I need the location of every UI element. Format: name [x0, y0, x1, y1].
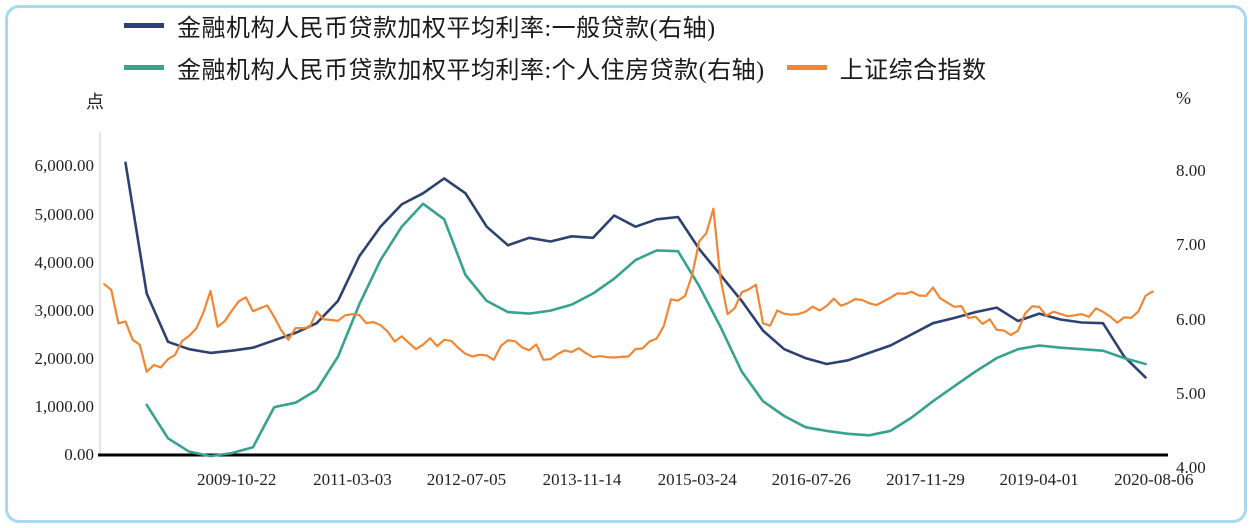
y-axis-right-tick-label: 7.00 [1176, 235, 1206, 255]
legend: 金融机构人民币贷款加权平均利率:一般贷款(右轴) 金融机构人民币贷款加权平均利率… [124, 8, 987, 92]
y-axis-left-tick-label: 0.00 [64, 445, 94, 464]
x-axis-tick-label: 2009-10-22 [197, 470, 277, 489]
legend-swatch-general-loan-rate [124, 22, 164, 28]
series-line-0 [124, 161, 1147, 379]
legend-swatch-housing-loan-rate [124, 64, 164, 70]
legend-label-general-loan-rate: 金融机构人民币贷款加权平均利率:一般贷款(右轴) [177, 15, 716, 42]
legend-label-housing-loan-rate: 金融机构人民币贷款加权平均利率:个人住房贷款(右轴) [177, 57, 765, 84]
y-axis-left-tick-label: 5,000.00 [34, 204, 95, 224]
x-axis-tick-label: 2016-07-26 [771, 470, 851, 489]
x-axis-tick-label: 2013-11-14 [542, 470, 622, 489]
y-axis-left-tick-label: 4,000.00 [34, 252, 95, 272]
y-axis-left-tick-label: 3,000.00 [34, 300, 95, 320]
x-axis-tick-label: 2017-11-29 [886, 470, 965, 489]
x-axis-tick-label: 2012-07-05 [426, 470, 507, 489]
y-axis-right-tick-label: 8.00 [1176, 161, 1206, 180]
y-axis-right-tick-label: 5.00 [1176, 383, 1206, 403]
y-axis-right-tick-label: 6.00 [1176, 309, 1206, 329]
legend-swatch-sse-index [786, 64, 827, 70]
y-axis-left-tick-label: 2,000.00 [34, 348, 95, 368]
y-axis-right-tick-label: 4.00 [1176, 458, 1206, 477]
right-axis-unit-label: % [1176, 88, 1191, 108]
x-axis-tick-label: 2015-03-24 [657, 470, 737, 489]
x-axis-tick-label: 2019-04-01 [999, 470, 1079, 489]
series-line-2 [103, 207, 1154, 373]
y-axis-left-tick-label: 6,000.00 [34, 156, 95, 176]
y-axis-left-tick-label: 1,000.00 [34, 396, 95, 416]
legend-row-1: 金融机构人民币贷款加权平均利率:一般贷款(右轴) [124, 8, 987, 42]
legend-label-sse-index: 上证综合指数 [839, 57, 987, 84]
x-axis-tick-label: 2011-03-03 [313, 470, 392, 489]
legend-row-2: 金融机构人民币贷款加权平均利率:个人住房贷款(右轴) 上证综合指数 [124, 50, 987, 84]
x-axis-tick-label: 2020-08-06 [1114, 470, 1194, 489]
series-line-1 [145, 202, 1147, 458]
left-axis-unit-label: 点 [86, 92, 104, 112]
